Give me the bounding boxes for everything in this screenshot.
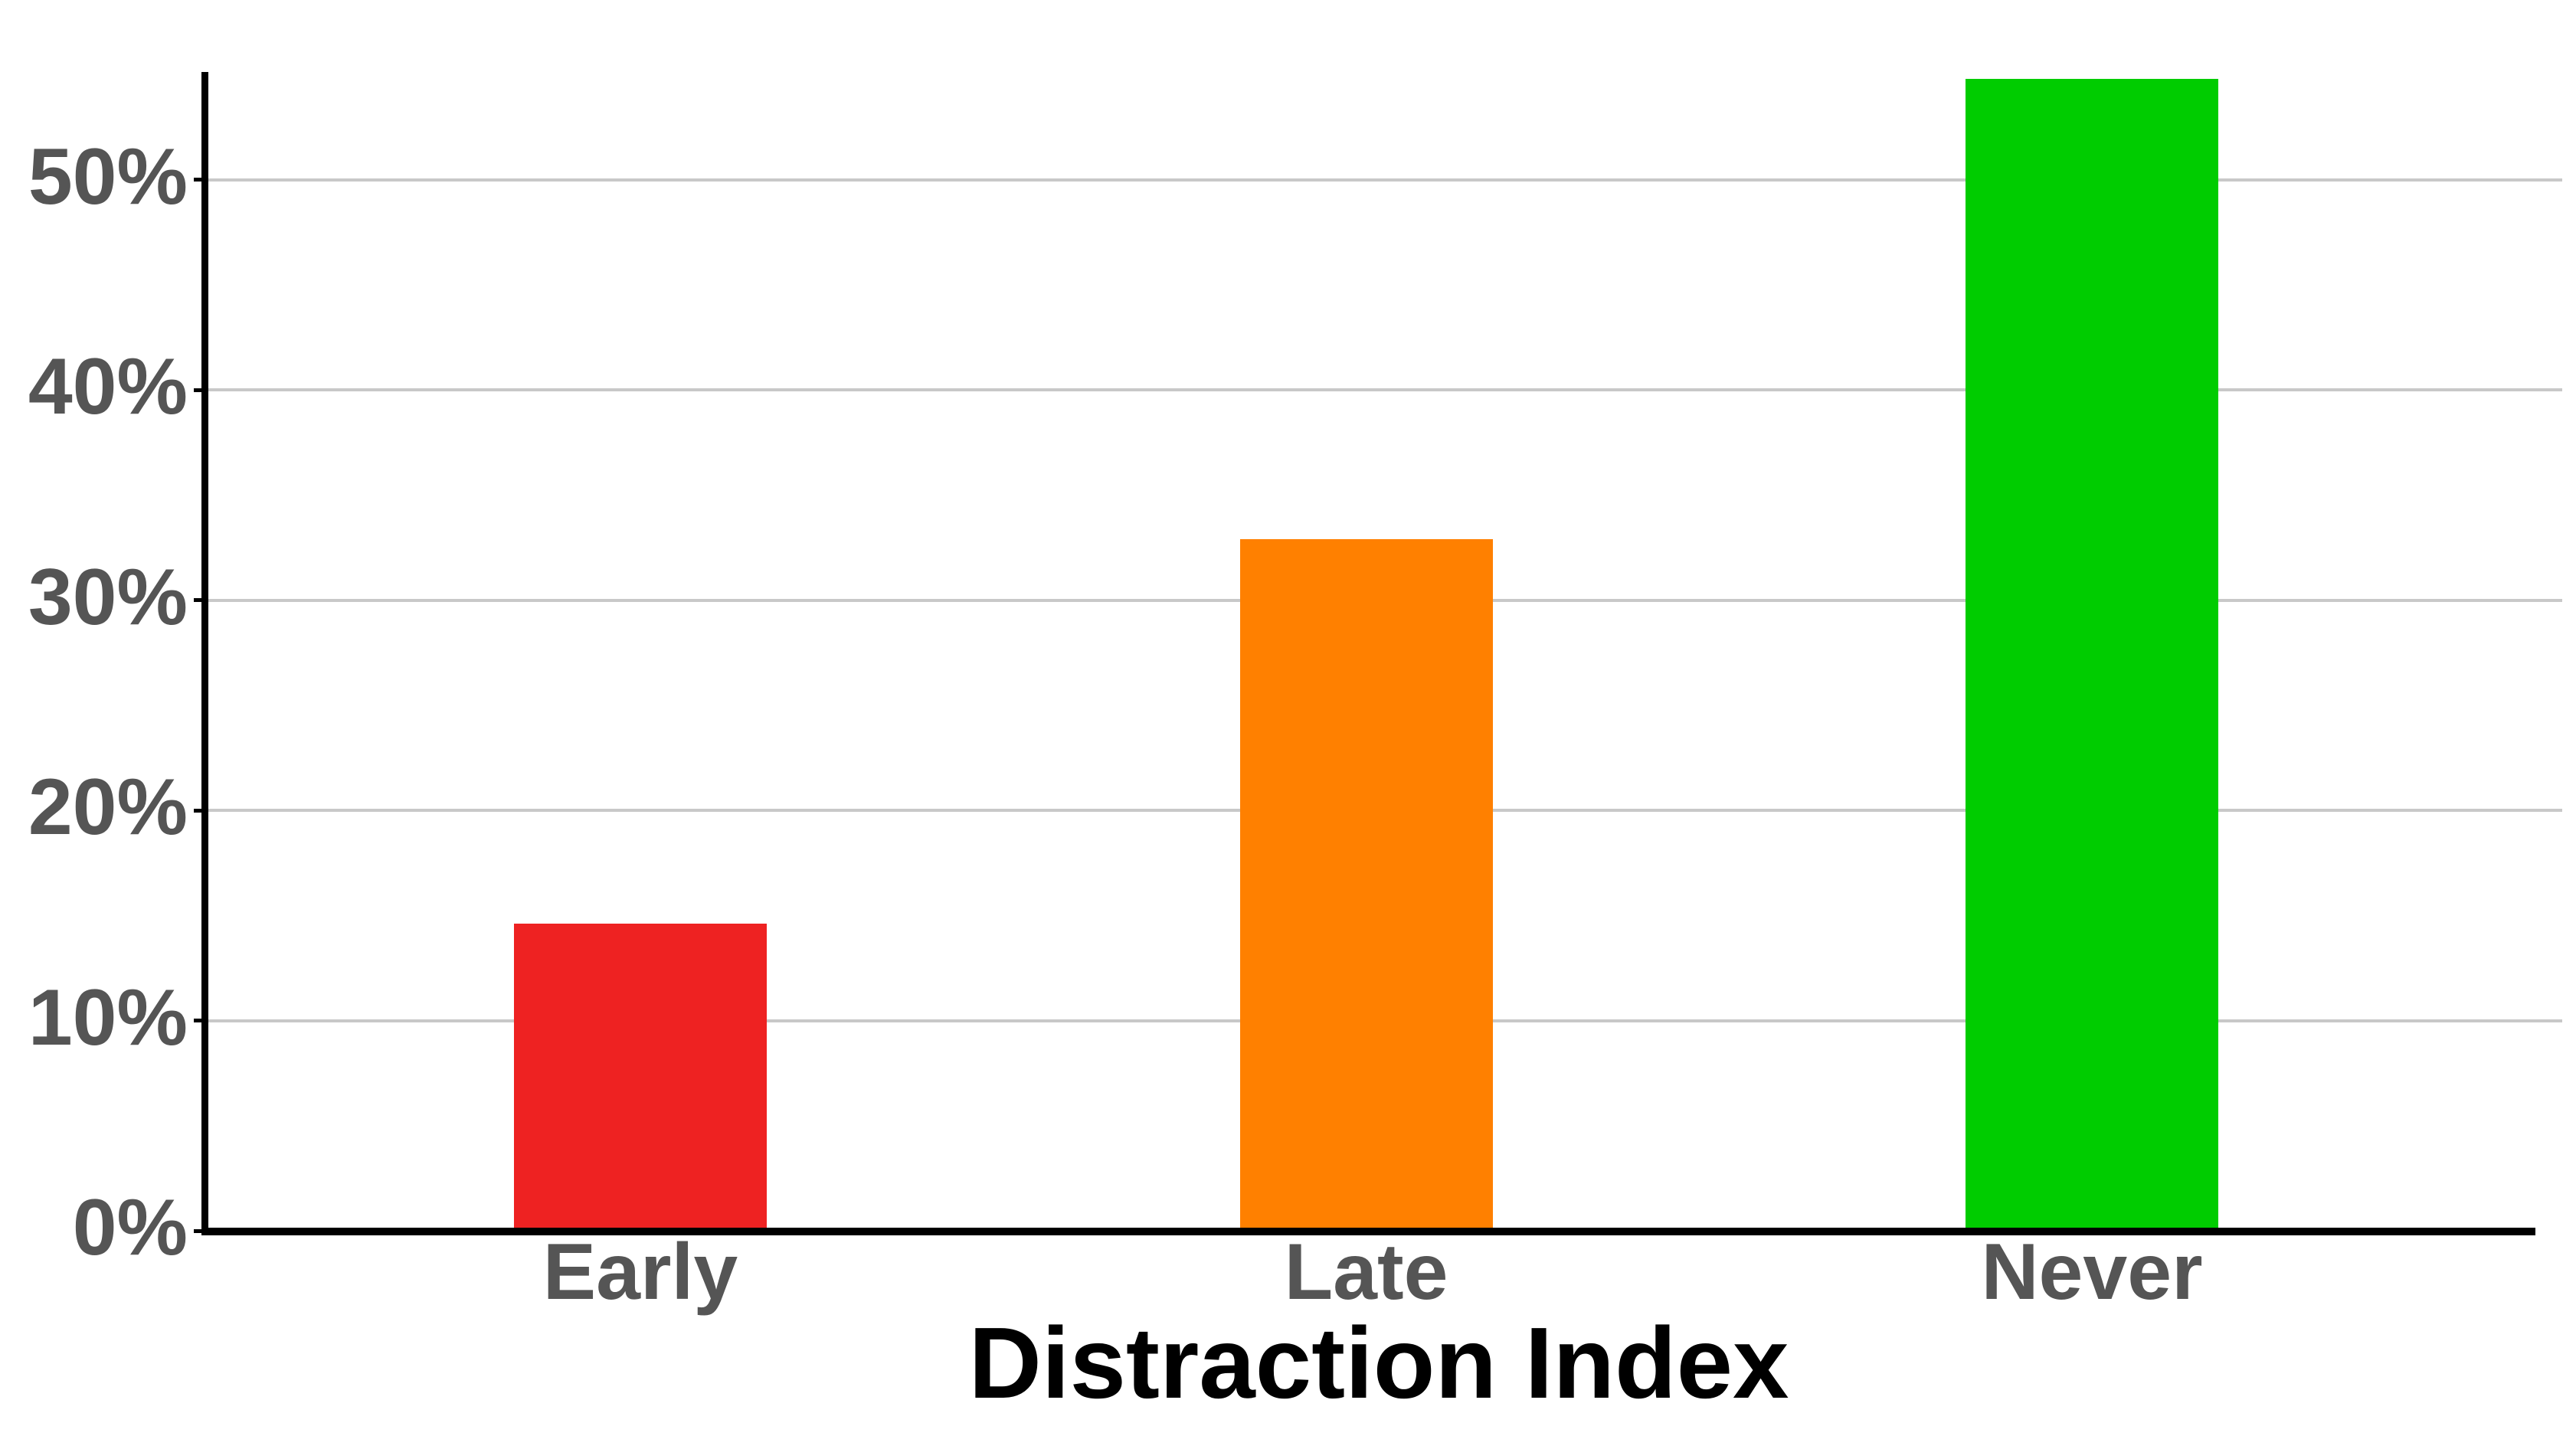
x-tick-label-late: Late [1284,1228,1448,1317]
x-axis-line [201,1228,2535,1235]
y-tick-label-20%: 20% [28,763,188,852]
y-tick-label-0%: 0% [72,1183,188,1272]
bar-late [1240,539,1493,1228]
y-tickmark-30% [194,598,205,602]
x-axis-title: Distraction Index [968,1307,1789,1419]
gridline-50% [208,178,2562,182]
bar-never [1966,79,2218,1228]
y-tickmark-40% [194,388,205,392]
x-tick-label-never: Never [1981,1228,2203,1317]
y-tick-label-30%: 30% [28,553,188,642]
y-tick-label-40%: 40% [28,342,188,431]
gridline-40% [208,388,2562,391]
y-tick-label-10%: 10% [28,973,188,1062]
y-tickmark-20% [194,809,205,813]
y-axis-line [201,72,208,1235]
bar-early [514,924,767,1228]
y-tickmark-50% [194,178,205,182]
y-tickmark-0% [194,1229,205,1233]
y-tick-label-50%: 50% [28,132,188,221]
y-tickmark-10% [194,1019,205,1022]
x-tick-label-early: Early [542,1228,738,1317]
